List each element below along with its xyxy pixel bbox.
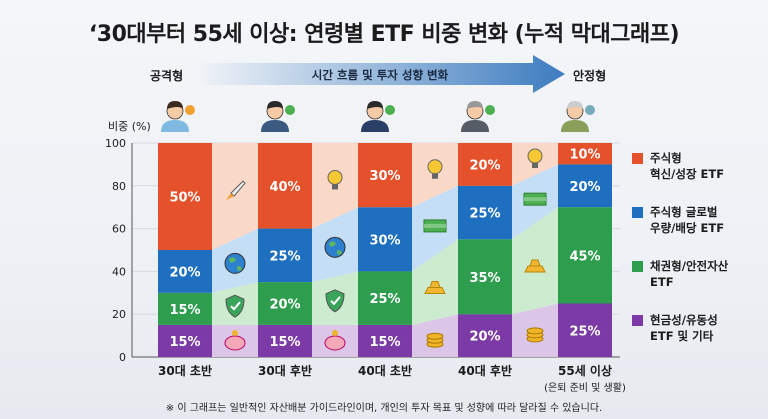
bar-segment — [358, 324, 412, 357]
data-label: 15% — [169, 335, 200, 350]
bar-segment — [158, 250, 212, 293]
lightbulb-icon — [327, 169, 343, 190]
data-label: 10% — [569, 148, 600, 163]
legend-text: 우량/배당 ETF — [650, 221, 725, 235]
y-tick-label: 40 — [112, 265, 126, 278]
bar-segment — [258, 143, 312, 229]
bar-segment — [458, 143, 512, 186]
data-label: 15% — [169, 303, 200, 318]
data-label: 30% — [369, 233, 400, 248]
chart-title: ‘30대부터 55세 이상: 연령별 ETF 비중 변화 (누적 막대그래프) — [88, 22, 680, 47]
legend-swatch — [632, 153, 643, 164]
aggressive-label: 공격형 — [150, 69, 184, 83]
x-tick-label: 30대 초반 — [158, 364, 212, 378]
flow-band — [212, 143, 258, 250]
data-label: 35% — [469, 271, 500, 286]
footnote: ※ 이 그래프는 일반적인 자산배분 가이드라인이며, 개인의 투자 목표 및 … — [165, 403, 603, 414]
bar-segment — [458, 314, 512, 357]
lightbulb-icon — [527, 148, 543, 169]
x-tick-label: 55세 이상 — [558, 364, 612, 378]
legend-item-bond: 채권형/안전자산 ETF — [632, 258, 762, 290]
flow-arrow — [195, 55, 565, 93]
y-tick-label: 60 — [112, 223, 126, 236]
x-tick-label: 30대 후반 — [258, 364, 312, 378]
man-with-check-icon — [261, 101, 295, 132]
shield-icon — [325, 289, 345, 313]
x-tick-sublabel: (은퇴 준비 및 생활) — [544, 383, 626, 394]
elderly-man-with-house-icon — [561, 101, 595, 132]
bar-segment — [258, 228, 312, 283]
legend-text: 혁신/성장 ETF — [650, 167, 725, 181]
bar-segment — [558, 143, 612, 165]
globe-icon — [324, 236, 346, 258]
legend-text: 채권형/안전자산 — [650, 259, 729, 273]
bar-segment — [558, 303, 612, 357]
bar-segment — [158, 143, 212, 250]
y-tick-label: 80 — [112, 180, 126, 193]
legend-item-cash: 현금성/유동성 ETF 및 기타 — [632, 312, 762, 344]
y-tick-label: 20 — [112, 308, 126, 321]
legend-swatch — [632, 315, 643, 326]
data-label: 15% — [269, 335, 300, 350]
piggy-bank-icon — [324, 329, 346, 351]
bar-segment — [458, 185, 512, 240]
bar-segment — [458, 239, 512, 315]
data-label: 20% — [469, 158, 500, 173]
data-label: 45% — [569, 249, 600, 264]
data-label: 50% — [169, 191, 200, 206]
legend-text: 주식형 — [650, 151, 682, 165]
legend-swatch — [632, 207, 643, 218]
young-man-with-gears-icon — [161, 101, 195, 132]
y-tick-label: 100 — [105, 137, 126, 150]
data-label: 20% — [269, 298, 300, 313]
legend-text: ETF 및 기타 — [650, 329, 714, 343]
bar-segment — [558, 207, 612, 304]
shield-icon — [225, 294, 245, 318]
bar-segment — [158, 324, 212, 357]
bar-segment — [358, 143, 412, 208]
money-stack-icon — [423, 219, 447, 233]
bar-segment — [258, 324, 312, 357]
data-label: 25% — [569, 324, 600, 339]
y-axis-label: 비중 (%) — [108, 120, 151, 133]
coins-icon — [526, 327, 544, 343]
legend-swatch — [632, 261, 643, 272]
bar-segment — [558, 164, 612, 208]
lightbulb-icon — [427, 159, 443, 179]
data-label: 40% — [269, 180, 300, 195]
legend-text: 현금성/유동성 — [650, 313, 718, 327]
bar-segment — [358, 271, 412, 325]
data-label: 30% — [369, 169, 400, 184]
x-tick-label: 40대 후반 — [458, 364, 512, 378]
coins-icon — [426, 332, 444, 348]
y-tick-label: 0 — [119, 351, 126, 364]
gold-bars-icon — [424, 280, 446, 294]
senior-man-with-dollar-icon — [461, 101, 495, 132]
data-label: 15% — [369, 335, 400, 350]
legend-text: 주식형 글로벌 — [650, 205, 718, 219]
data-label: 20% — [169, 265, 200, 280]
data-label: 25% — [269, 249, 300, 264]
man-in-suit-with-growth-icon — [361, 101, 395, 132]
legend-text: ETF — [650, 275, 674, 289]
bar-segment — [258, 282, 312, 325]
rocket-icon — [226, 180, 246, 201]
money-stack-icon — [523, 192, 547, 206]
x-tick-label: 40대 초반 — [358, 364, 412, 378]
stable-label: 안정형 — [573, 69, 607, 83]
bar-segment — [358, 207, 412, 272]
data-label: 25% — [469, 207, 500, 222]
data-label: 20% — [569, 180, 600, 195]
flow-label: 시간 흐름 및 투자 성향 변화 — [311, 68, 449, 82]
data-label: 20% — [469, 330, 500, 345]
globe-icon — [224, 252, 246, 274]
gold-bars-icon — [524, 259, 546, 273]
piggy-bank-icon — [224, 329, 246, 351]
data-label: 25% — [369, 292, 400, 307]
bar-segment — [158, 292, 212, 325]
